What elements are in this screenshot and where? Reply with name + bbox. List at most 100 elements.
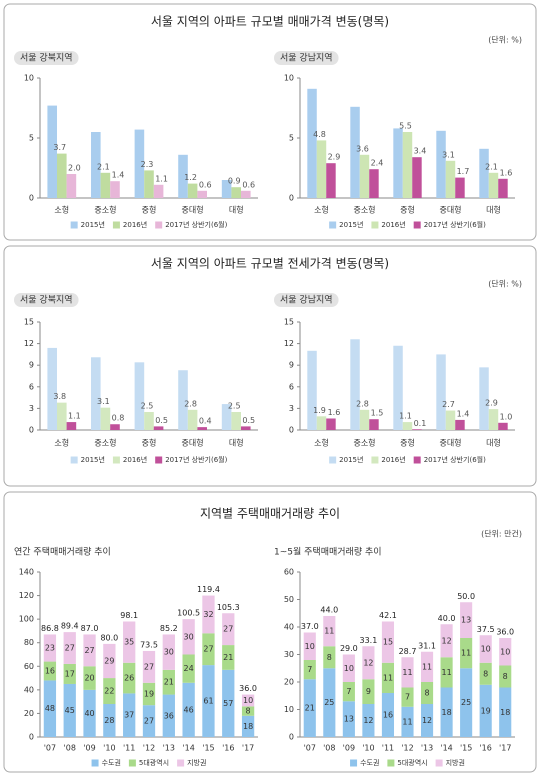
total-label: 36.0 [496, 628, 514, 637]
segment-label: 10 [481, 645, 491, 654]
y-tick-label: 0 [29, 194, 34, 203]
bar-segment [43, 680, 57, 737]
x-tick-label: 중소형 [94, 439, 116, 448]
segment-label: 27 [223, 625, 233, 634]
bar [307, 88, 317, 198]
bar [110, 424, 120, 430]
x-tick-label: '13 [421, 744, 433, 753]
bar [393, 345, 403, 430]
bar-segment [401, 687, 414, 707]
y-tick-label: 0 [289, 426, 294, 435]
value-label: 1.4 [457, 409, 470, 418]
legend-label: 2015년 [339, 455, 363, 464]
value-label: 2.8 [356, 399, 369, 408]
legend-swatch [70, 221, 78, 229]
bar-segment [222, 645, 235, 670]
y-tick-label: 40 [24, 685, 34, 694]
segment-label: 7 [346, 687, 351, 696]
total-label: 40.0 [438, 614, 456, 623]
total-label: 50.0 [457, 592, 475, 601]
bar [100, 172, 111, 198]
segment-label: 12 [363, 716, 373, 725]
bar [240, 190, 251, 198]
segment-label: 21 [223, 653, 233, 662]
bar [498, 178, 508, 198]
segment-label: 10 [243, 696, 253, 705]
legend-swatch [350, 759, 358, 767]
legend-swatch [155, 221, 163, 229]
legend-label: 지방권 [446, 758, 465, 767]
legend-label: 지방권 [187, 758, 206, 767]
value-label: 4.8 [313, 130, 326, 139]
total-label: 80.0 [100, 633, 118, 642]
segment-label: 27 [65, 644, 75, 653]
total-label: 89.4 [61, 622, 79, 631]
value-label: 2.8 [184, 399, 197, 408]
y-tick-label: 100 [19, 615, 34, 624]
bar [402, 422, 413, 430]
segment-label: 12 [422, 716, 432, 725]
bar [91, 357, 101, 430]
value-label: 1.6 [500, 168, 513, 177]
bar [316, 140, 327, 198]
bar [359, 409, 370, 430]
bar-segment [303, 679, 316, 737]
y-tick-label: 60 [284, 568, 294, 577]
bar [445, 160, 456, 198]
y-tick-label: 3 [289, 404, 294, 413]
bar-segment [63, 632, 76, 664]
bar-segment [303, 632, 316, 660]
segment-label: 26 [124, 674, 134, 683]
value-label: 2.1 [485, 162, 498, 171]
x-tick-label: 소형 [54, 206, 69, 215]
value-label: 5.5 [399, 122, 412, 131]
legend-swatch [329, 221, 337, 229]
bar [91, 132, 101, 198]
value-label: 0.6 [242, 180, 255, 189]
bar-segment [342, 682, 355, 702]
bar [326, 418, 336, 430]
bar [47, 347, 58, 430]
bar-segment [43, 634, 57, 662]
x-tick-label: '17 [242, 744, 254, 753]
total-label: 44.0 [320, 606, 338, 615]
chart-subtitle: 서울 강남지역 [280, 295, 333, 306]
bar [153, 426, 164, 430]
legend-swatch [91, 759, 99, 767]
bar [187, 183, 198, 198]
total-label: 28.7 [399, 647, 417, 656]
segment-label: 11 [383, 673, 393, 682]
y-tick-label: 0 [289, 733, 294, 742]
legend-swatch [371, 221, 379, 229]
x-tick-label: 중소형 [353, 439, 375, 448]
legend-swatch [70, 456, 78, 464]
legend-swatch [112, 221, 120, 229]
bar [57, 402, 67, 430]
segment-label: 46 [184, 705, 194, 714]
x-tick-label: '16 [479, 744, 491, 753]
segment-label: 11 [422, 662, 432, 671]
chart-subtitle: 서울 강북지역 [20, 53, 73, 64]
bar [221, 404, 232, 430]
panel-box [3, 245, 537, 487]
segment-label: 15 [383, 638, 393, 647]
bar-segment [83, 666, 96, 690]
y-tick-label: 10 [284, 705, 294, 714]
legend-label: 2016년 [123, 455, 147, 464]
segment-label: 19 [144, 689, 154, 698]
bar-segment [323, 668, 336, 737]
bar [110, 181, 120, 198]
bar [153, 184, 164, 198]
segment-label: 45 [65, 706, 75, 715]
chart-subtitle: 연간 주택매매거래량 추이 [14, 546, 111, 558]
total-label: 119.4 [197, 585, 220, 594]
segment-label: 11 [324, 627, 334, 636]
bar [197, 427, 207, 430]
x-tick-label: 중대형 [182, 439, 204, 448]
bar-segment [420, 682, 434, 704]
legend-swatch [112, 456, 120, 464]
bar [393, 128, 403, 198]
legend-label: 2017년 상반기(6월) [424, 455, 486, 464]
bar-segment [202, 665, 215, 737]
legend-swatch [435, 759, 443, 767]
